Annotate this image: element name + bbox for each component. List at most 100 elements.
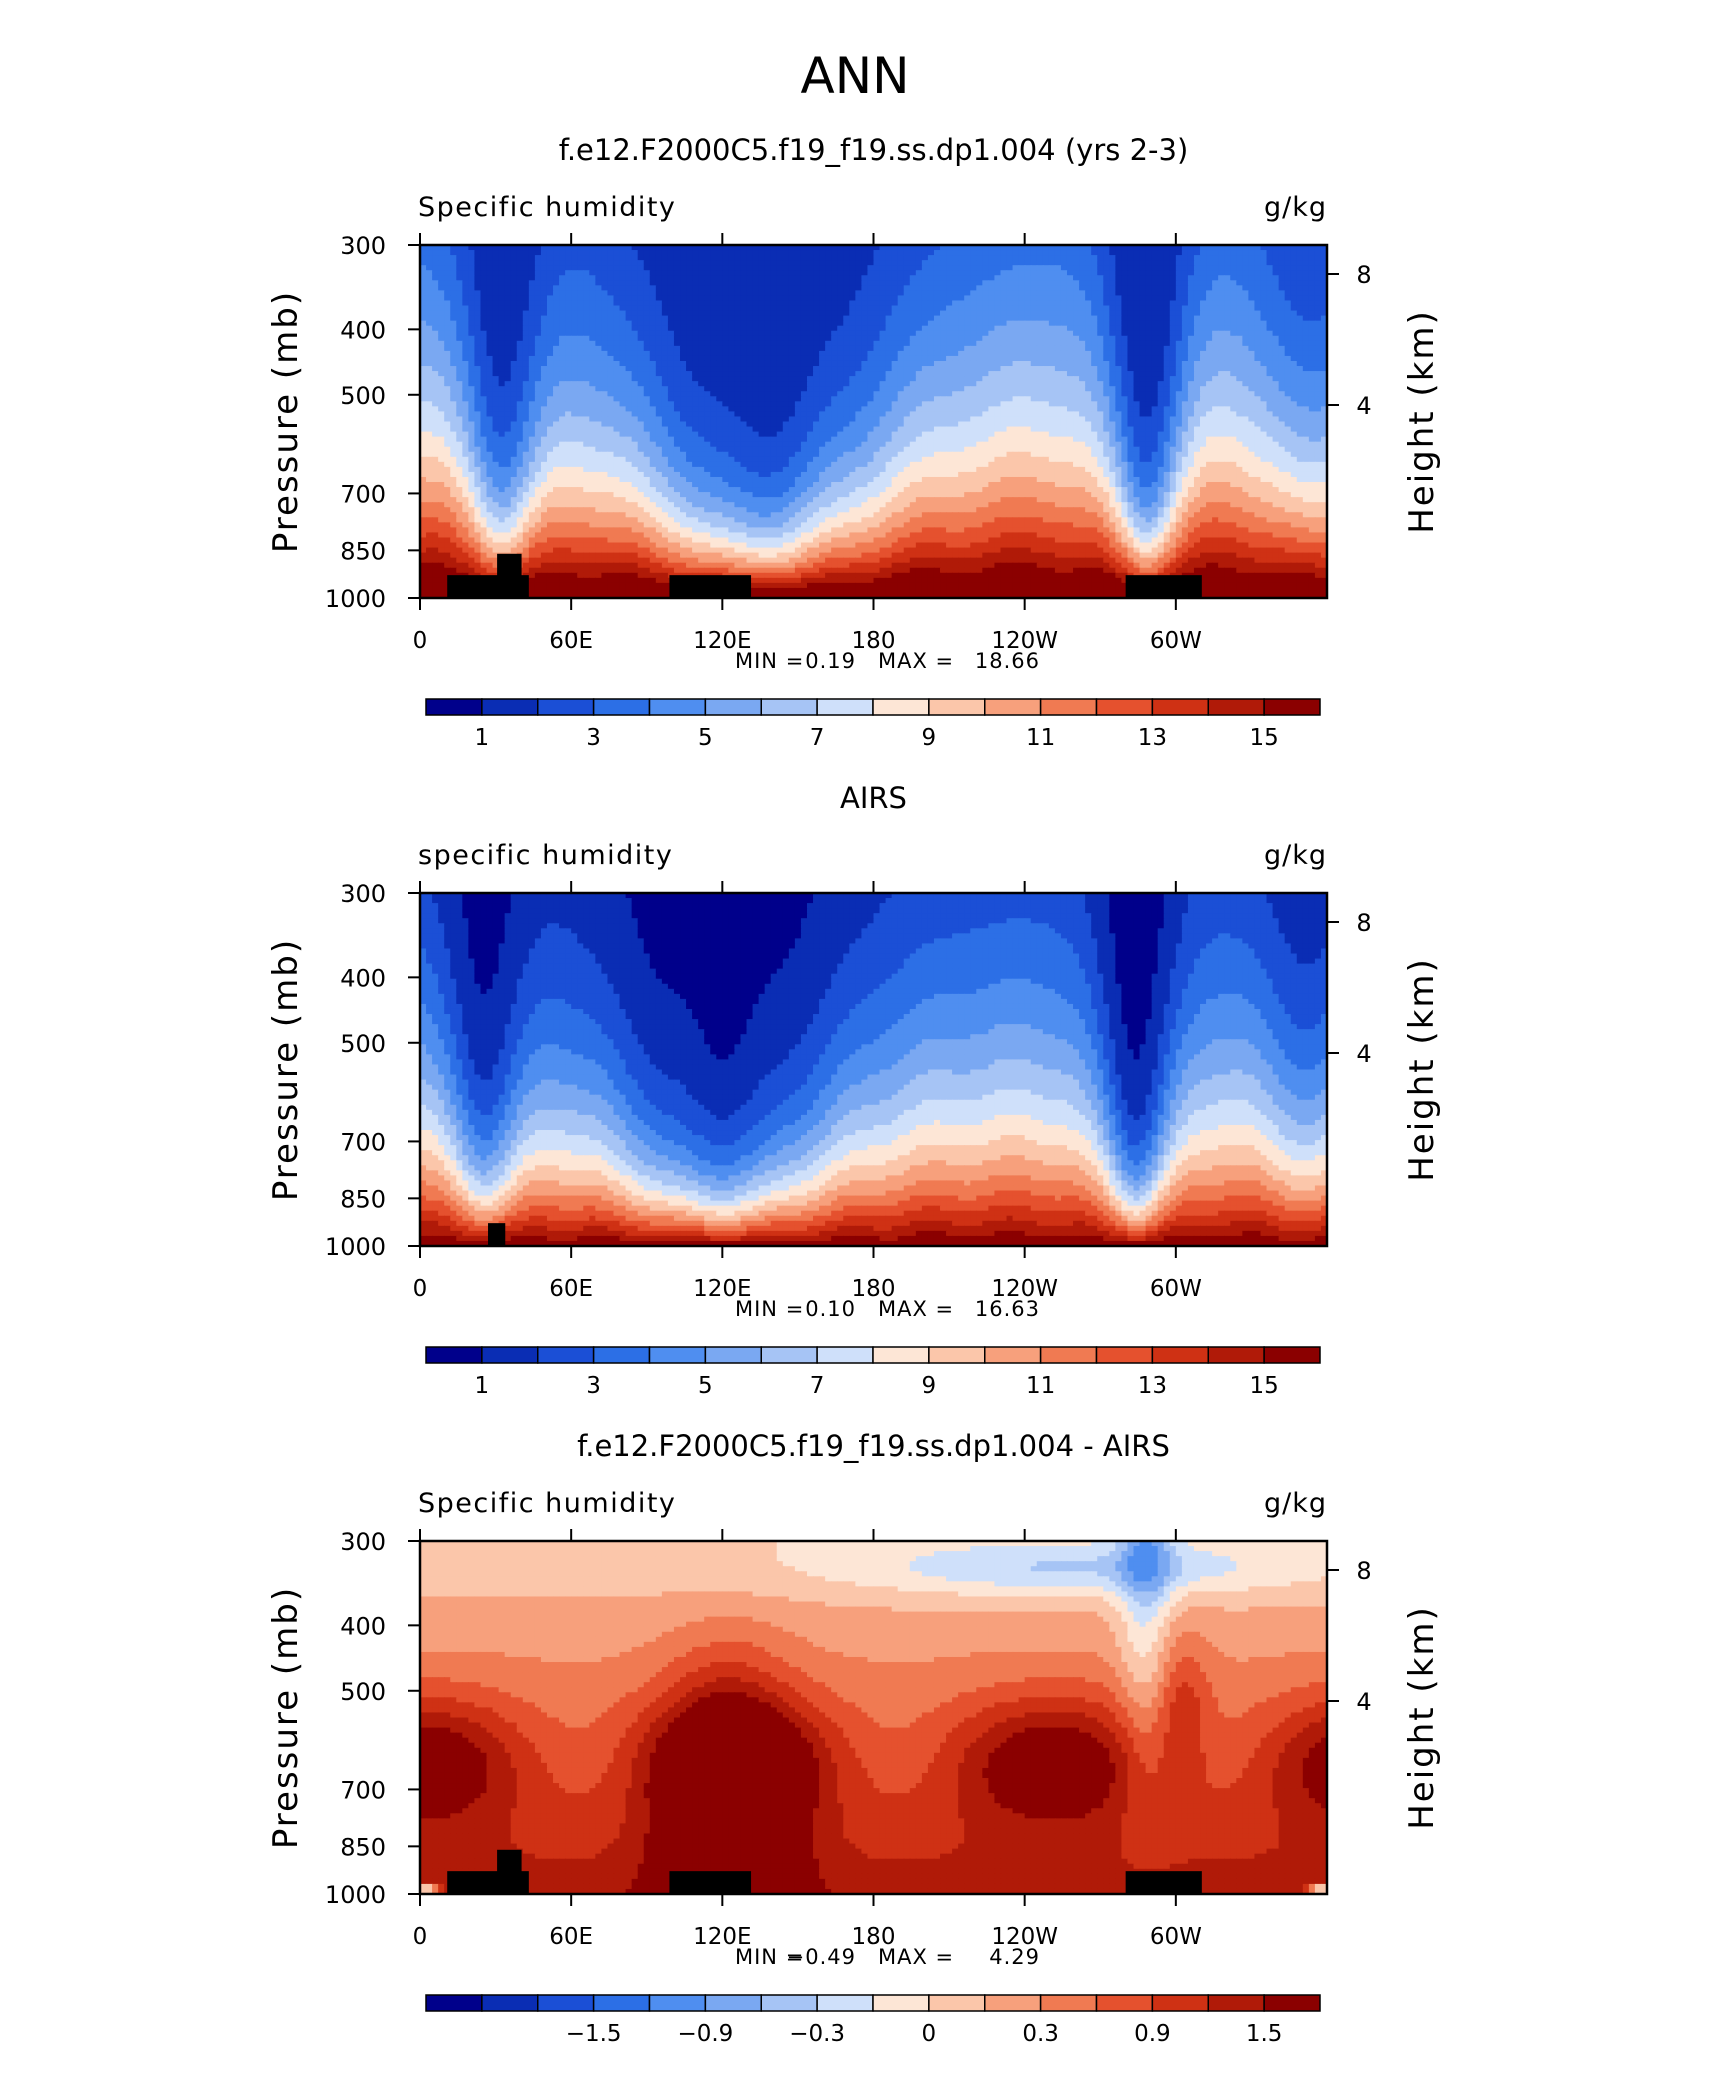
field-cell: [1043, 300, 1050, 306]
field-cell: [1303, 295, 1310, 301]
field-cell: [976, 285, 983, 291]
field-cell: [511, 381, 518, 387]
field-cell: [952, 386, 959, 392]
field-cell: [505, 341, 512, 347]
field-cell: [1049, 371, 1056, 377]
field-cell: [577, 280, 584, 286]
field-cell: [1115, 346, 1122, 352]
field-cell: [1013, 336, 1020, 342]
field-cell: [1291, 290, 1298, 296]
field-cell: [771, 260, 778, 266]
field-cell: [1158, 341, 1165, 347]
field-cell: [626, 341, 633, 347]
field-cell: [970, 321, 977, 327]
field-cell: [1073, 346, 1080, 352]
field-cell: [994, 406, 1001, 412]
field-cell: [1134, 391, 1141, 397]
field-cell: [1273, 356, 1280, 362]
field-cell: [958, 396, 965, 402]
field-cell: [487, 386, 494, 392]
field-cell: [499, 381, 506, 387]
field-cell: [620, 326, 627, 332]
field-cell: [644, 351, 651, 357]
field-cell: [553, 346, 560, 352]
field-cell: [1146, 250, 1153, 256]
field-cell: [692, 331, 699, 337]
field-cell: [777, 306, 784, 312]
field-cell: [1297, 326, 1304, 332]
field-cell: [565, 356, 572, 362]
field-cell: [511, 326, 518, 332]
field-cell: [1019, 316, 1026, 322]
field-cell: [1303, 331, 1310, 337]
field-cell: [493, 331, 500, 337]
field-cell: [807, 366, 814, 372]
field-cell: [1043, 406, 1050, 412]
field-cell: [577, 386, 584, 392]
field-cell: [1085, 280, 1092, 286]
field-cell: [511, 270, 518, 276]
field-cell: [994, 316, 1001, 322]
field-cell: [1200, 376, 1207, 382]
field-cell: [1146, 295, 1153, 301]
field-cell: [571, 260, 578, 266]
field-cell: [444, 406, 451, 412]
field-cell: [777, 300, 784, 306]
field-cell: [940, 275, 947, 281]
field-cell: [1230, 270, 1237, 276]
field-cell: [1236, 255, 1243, 261]
field-cell: [1085, 321, 1092, 327]
field-cell: [493, 411, 500, 417]
field-cell: [783, 381, 790, 387]
field-cell: [704, 391, 711, 397]
field-cell: [662, 406, 669, 412]
field-cell: [632, 295, 639, 301]
field-cell: [1200, 396, 1207, 402]
field-cell: [487, 295, 494, 301]
field-cell: [892, 265, 899, 271]
field-cell: [1049, 326, 1056, 332]
field-cell: [1200, 311, 1207, 317]
field-cell: [1248, 270, 1255, 276]
field-cell: [595, 366, 602, 372]
field-cell: [432, 401, 439, 407]
field-cell: [910, 361, 917, 367]
field-cell: [487, 396, 494, 402]
field-cell: [571, 270, 578, 276]
field-cell: [1000, 366, 1007, 372]
field-cell: [940, 406, 947, 412]
field-cell: [1303, 371, 1310, 377]
field-cell: [867, 336, 874, 342]
field-cell: [444, 341, 451, 347]
field-cell: [480, 371, 487, 377]
field-cell: [505, 351, 512, 357]
field-cell: [1164, 386, 1171, 392]
field-cell: [940, 270, 947, 276]
field-cell: [1037, 331, 1044, 337]
field-cell: [1291, 391, 1298, 397]
field-cell: [1000, 391, 1007, 397]
field-cell: [1115, 396, 1122, 402]
field-cell: [656, 316, 663, 322]
field-cell: [1079, 366, 1086, 372]
field-cell: [874, 376, 881, 382]
field-cell: [849, 270, 856, 276]
field-cell: [698, 391, 705, 397]
field-cell: [1206, 300, 1213, 306]
field-cell: [668, 295, 675, 301]
field-cell: [765, 300, 772, 306]
field-cell: [1194, 391, 1201, 397]
field-cell: [1091, 331, 1098, 337]
field-cell: [704, 326, 711, 332]
field-cell: [1103, 321, 1110, 327]
field-cell: [982, 366, 989, 372]
field-cell: [589, 351, 596, 357]
field-cell: [740, 255, 747, 261]
field-cell: [898, 326, 905, 332]
field-cell: [1103, 295, 1110, 301]
field-cell: [1031, 295, 1038, 301]
field-cell: [1297, 285, 1304, 291]
field-cell: [493, 396, 500, 402]
field-cell: [644, 356, 651, 362]
field-cell: [559, 250, 566, 256]
